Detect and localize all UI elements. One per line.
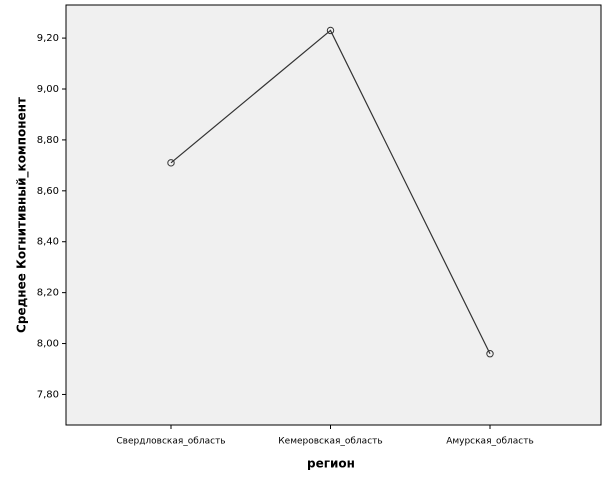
y-axis-title: Среднее Когнитивный_компонент xyxy=(15,97,30,333)
y-tick-label: 9,20 xyxy=(37,33,59,44)
point xyxy=(486,350,494,358)
x-tick-label: Амурская_область xyxy=(446,437,534,447)
x-tick-label: Свердловская_область xyxy=(116,437,225,447)
plot-area xyxy=(65,4,602,426)
y-tick-label: 8,60 xyxy=(37,186,59,197)
y-tick-label: 8,20 xyxy=(37,288,59,299)
x-axis-title: регион xyxy=(307,457,355,471)
point xyxy=(326,26,335,35)
line xyxy=(170,29,491,354)
y-tick-label: 8,80 xyxy=(37,135,59,146)
y-tick-label: 7,80 xyxy=(37,389,59,400)
y-tick-label: 8,40 xyxy=(37,237,59,248)
x-tick-label: Кемеровская_область xyxy=(278,437,382,447)
y-tick-label: 9,00 xyxy=(37,84,59,95)
y-tick-label: 8,00 xyxy=(37,339,59,350)
point xyxy=(167,159,175,167)
